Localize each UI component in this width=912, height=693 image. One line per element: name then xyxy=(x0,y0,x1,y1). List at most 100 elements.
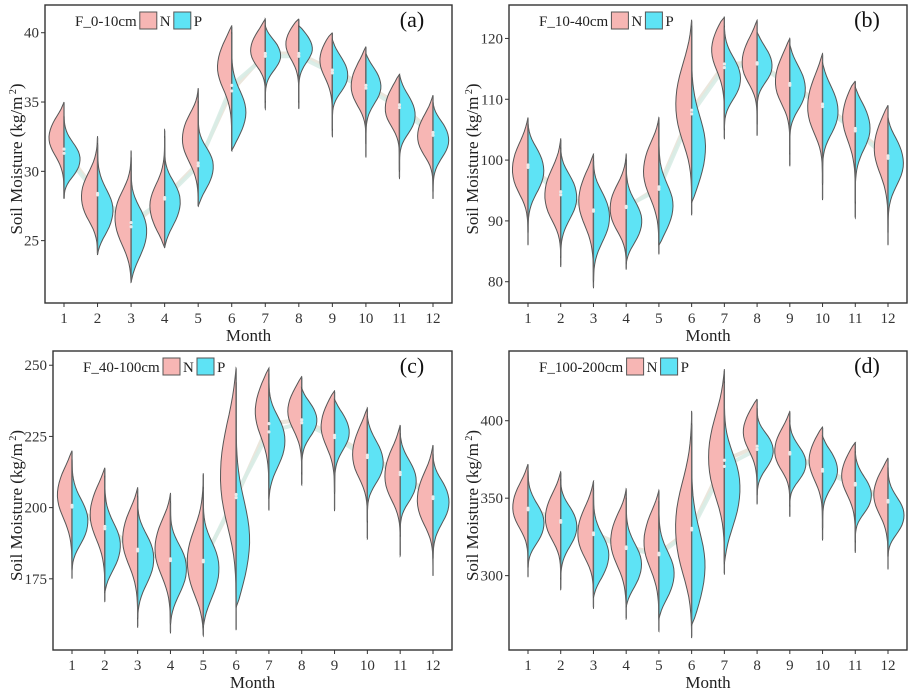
x-tick-label: 11 xyxy=(848,311,862,327)
y-tick-label: 300 xyxy=(481,569,504,585)
median-point-P xyxy=(820,104,825,109)
legend-swatch-P xyxy=(660,357,679,376)
legend-swatch-P xyxy=(173,11,192,30)
y-axis-title: Soil Moisture (kg/m 2) xyxy=(7,83,26,234)
violin-P-month-9 xyxy=(789,44,806,155)
x-tick-label: 9 xyxy=(786,658,794,674)
violin-N-month-4 xyxy=(609,153,627,270)
violin-P-month-3 xyxy=(137,495,155,620)
legend-title: F_100-200cm xyxy=(539,360,623,376)
legend-title: F_0-10cm xyxy=(75,14,137,30)
median-point-N xyxy=(886,154,890,158)
violin-P-month-6 xyxy=(235,382,251,609)
y-axis-title-main: Soil Moisture xyxy=(463,484,482,581)
y-tick-label: 80 xyxy=(488,275,503,291)
median-point-N xyxy=(129,225,133,229)
y-axis-title-unit: (kg/m xyxy=(463,97,482,138)
x-tick-label: 9 xyxy=(329,311,337,327)
legend-label-N: N xyxy=(647,360,658,376)
violin-N-month-8 xyxy=(741,19,759,136)
violin-N-month-2 xyxy=(80,135,99,256)
violin-P-month-1 xyxy=(527,123,545,234)
x-tick-label: 2 xyxy=(557,311,565,327)
y-axis-title-close: ) xyxy=(7,430,26,436)
x-tick-label: 8 xyxy=(753,311,761,327)
violin-P-month-10 xyxy=(821,435,839,531)
y-tick-label: 250 xyxy=(25,358,48,374)
violin-N-month-4 xyxy=(154,492,172,634)
violin-P-month-10 xyxy=(366,415,384,524)
y-axis-title-close: ) xyxy=(463,430,482,436)
violin-N-month-12 xyxy=(416,444,434,576)
median-point-N xyxy=(722,458,726,462)
x-tick-label: 12 xyxy=(426,311,441,327)
median-point-N xyxy=(722,62,726,66)
legend-label-N: N xyxy=(183,360,194,376)
violin-P-month-7 xyxy=(268,373,286,500)
median-point-N xyxy=(103,524,107,529)
violin-P-month-6 xyxy=(691,25,707,204)
x-tick-label: 5 xyxy=(194,311,202,327)
median-point-P xyxy=(690,112,694,116)
median-point-P xyxy=(431,496,435,501)
legend-swatch-N xyxy=(610,11,629,30)
violin-P-month-5 xyxy=(202,486,220,629)
violin-P-month-12 xyxy=(887,117,904,234)
legend-label-P: P xyxy=(217,360,225,376)
x-tick-label: 10 xyxy=(360,658,375,674)
x-tick-label: 9 xyxy=(331,658,339,674)
violin-N-month-12 xyxy=(417,94,434,200)
median-point-P xyxy=(330,71,334,75)
median-point-P xyxy=(230,83,234,87)
legend-swatch-P xyxy=(644,11,663,30)
violin-N-month-3 xyxy=(578,153,595,289)
median-point-P xyxy=(62,151,66,155)
x-tick-label: 4 xyxy=(622,658,630,674)
x-tick-label: 10 xyxy=(815,311,830,327)
x-tick-label: 5 xyxy=(655,311,663,327)
violin-N-month-6 xyxy=(219,366,237,631)
violin-N-month-7 xyxy=(708,368,725,575)
y-tick-label: 200 xyxy=(25,501,48,517)
x-tick-label: 1 xyxy=(524,311,532,327)
y-axis-title-superscript: 2 xyxy=(464,89,475,97)
violin-N-month-3 xyxy=(114,150,132,284)
violin-N-month-11 xyxy=(841,441,857,553)
violin-N-month-6 xyxy=(675,19,693,216)
median-point-P xyxy=(591,209,596,213)
y-axis-title-unit: (kg/m xyxy=(7,443,26,484)
legend: F_40-100cm N P xyxy=(83,357,225,376)
median-point-P xyxy=(136,549,140,553)
median-point-P xyxy=(624,546,628,551)
x-tick-label: 2 xyxy=(94,311,102,327)
legend-swatch-N xyxy=(139,11,158,30)
violin-P-month-2 xyxy=(560,146,578,259)
median-point-P xyxy=(129,221,133,225)
violin-N-month-9 xyxy=(319,32,333,138)
violin-P-month-7 xyxy=(264,25,282,104)
x-tick-label: 3 xyxy=(127,311,135,327)
legend-label-P: P xyxy=(194,14,202,30)
violin-N-month-1 xyxy=(512,117,529,246)
median-point-P xyxy=(722,464,726,469)
median-point-P xyxy=(196,164,200,168)
violin-P-month-9 xyxy=(331,38,349,132)
x-tick-label: 5 xyxy=(655,658,663,674)
x-tick-label: 12 xyxy=(881,658,896,674)
violin-N-month-2 xyxy=(89,467,106,603)
median-point-P xyxy=(788,83,792,87)
x-tick-label: 6 xyxy=(232,658,240,674)
median-point-P xyxy=(559,520,563,524)
violin-N-month-7 xyxy=(254,366,270,511)
median-point-N xyxy=(364,83,368,87)
violin-P-month-2 xyxy=(560,478,578,581)
x-axis-title: Month xyxy=(685,326,731,345)
plot-frame xyxy=(508,350,908,651)
x-tick-label: 11 xyxy=(393,658,407,674)
median-point-P xyxy=(657,553,661,557)
median-point-N xyxy=(300,418,304,422)
x-tick-label: 7 xyxy=(721,658,729,674)
y-axis-title-unit: (kg/m xyxy=(7,97,26,138)
violin-N-month-10 xyxy=(352,406,368,541)
